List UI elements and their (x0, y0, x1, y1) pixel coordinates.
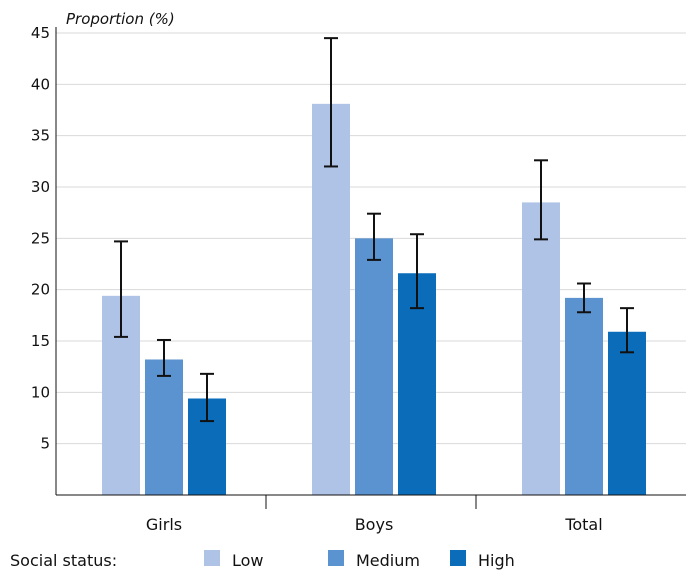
bars (102, 103, 646, 496)
legend-label: Low (232, 551, 264, 570)
axes (55, 27, 686, 509)
category-labels: Girls Boys Total (146, 515, 603, 534)
y-tick-label: 5 (40, 435, 50, 453)
legend: Social status: Low Medium High (10, 550, 515, 570)
y-tick-label: 15 (31, 332, 50, 350)
y-axis-title: Proportion (%) (66, 10, 175, 28)
y-tick-label: 25 (31, 229, 50, 247)
legend-swatch (328, 550, 344, 566)
bar (312, 103, 350, 495)
y-tick-labels: 5 10 15 20 25 30 35 40 45 (31, 24, 50, 453)
y-tick-label: 40 (31, 75, 50, 93)
y-tick-label: 20 (31, 281, 50, 299)
bar (398, 273, 436, 495)
bar (355, 238, 393, 496)
bar (565, 297, 603, 495)
legend-label: Medium (356, 551, 420, 570)
y-tick-label: 35 (31, 127, 50, 145)
error-bars (114, 37, 634, 423)
y-tick-label: 30 (31, 178, 50, 196)
y-tick-label: 10 (31, 383, 50, 401)
legend-title: Social status: (10, 551, 117, 570)
legend-swatch (450, 550, 466, 566)
bar (145, 359, 183, 495)
legend-label: High (478, 551, 515, 570)
bar (608, 331, 646, 495)
x-category-label: Total (564, 515, 602, 534)
x-category-label: Boys (355, 515, 394, 534)
bar (522, 202, 560, 495)
x-category-label: Girls (146, 515, 182, 534)
y-tick-label: 45 (31, 24, 50, 42)
legend-swatch (204, 550, 220, 566)
